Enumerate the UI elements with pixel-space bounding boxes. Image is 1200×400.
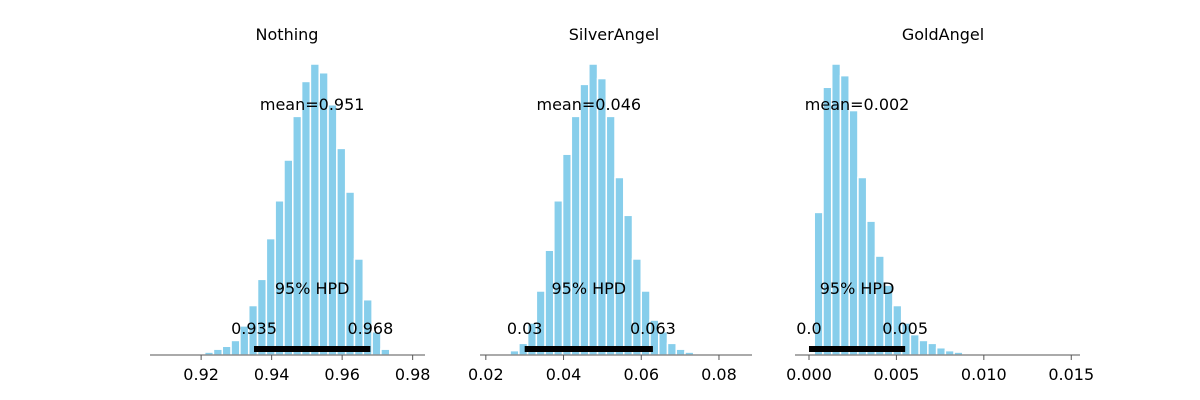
histogram-bar — [822, 86, 833, 356]
histogram-bar — [353, 258, 365, 356]
x-tick-label: 0.96 — [324, 365, 360, 384]
histogram-bar — [283, 159, 294, 356]
x-tick-label: 0.04 — [546, 365, 582, 384]
histogram-bar — [848, 109, 859, 356]
x-tick-label: 0.010 — [961, 365, 1007, 384]
histogram-bar — [509, 349, 520, 356]
hpd-high-value: 0.968 — [347, 319, 393, 338]
x-tick-label: 0.92 — [183, 365, 219, 384]
histogram-bar — [380, 348, 391, 356]
x-tick-label: 0.94 — [254, 365, 290, 384]
x-tick-label: 0.015 — [1048, 365, 1094, 384]
histogram-bar — [605, 115, 616, 356]
hpd-low-value: 0.03 — [507, 319, 543, 338]
histogram-bar — [300, 80, 312, 356]
hpd-low-value: 0.0 — [796, 319, 821, 338]
histogram-bar — [256, 278, 268, 356]
panel-goldangel: GoldAngel 0.000 0.005 0.010 0.015 mean=0.002… — [786, 25, 1094, 384]
histogram-bar — [561, 153, 573, 356]
hpd-high-value: 0.005 — [882, 319, 928, 338]
histogram-bar — [857, 176, 868, 356]
histogram-bar — [327, 103, 338, 356]
histogram-bar — [221, 345, 232, 356]
histogram-bar — [935, 346, 947, 356]
histogram-bar — [839, 74, 850, 356]
hpd-low-value: 0.935 — [231, 319, 277, 338]
mean-annotation: mean=0.002 — [805, 95, 910, 114]
histogram-bar — [212, 348, 224, 356]
histogram-bar — [918, 339, 929, 356]
histogram-bar — [318, 71, 329, 356]
hpd-annotation: 95% HPD — [551, 279, 626, 298]
panel-title: GoldAngel — [902, 25, 984, 44]
mean-annotation: mean=0.951 — [260, 95, 365, 114]
mean-annotation: mean=0.046 — [537, 95, 642, 114]
histogram-bar — [874, 255, 885, 356]
histogram-bar — [614, 176, 625, 356]
panel-title: SilverAngel — [569, 25, 659, 44]
histogram-bar — [230, 339, 241, 356]
histogram-bar — [579, 83, 590, 356]
histogram-bar — [553, 200, 564, 356]
x-tick-label: 0.005 — [874, 365, 920, 384]
panel-title: Nothing — [256, 25, 319, 44]
x-tick-label: 0.02 — [468, 365, 504, 384]
hpd-annotation: 95% HPD — [820, 279, 895, 298]
histogram-bar — [944, 349, 955, 356]
histogram-bar — [666, 342, 677, 356]
histogram-bar — [336, 147, 347, 356]
x-tick-label: 0.06 — [623, 365, 659, 384]
histogram-bar — [544, 249, 555, 356]
x-tick-label: 0.000 — [786, 365, 832, 384]
x-tick-label: 0.08 — [701, 365, 737, 384]
histogram-bar — [675, 348, 686, 356]
histogram-bar — [570, 115, 581, 356]
histogram-bar — [927, 342, 938, 356]
x-tick-label: 0.98 — [395, 365, 431, 384]
histogram-bar — [596, 77, 608, 356]
panel-nothing: Nothing 0.92 0.94 0.96 0.98 mean=0.951 95% HP… — [150, 25, 430, 384]
histogram-bar — [631, 258, 643, 356]
histogram-bar — [292, 115, 303, 356]
hpd-high-value: 0.063 — [630, 319, 676, 338]
panel-silverangel: SilverAngel 0.02 0.04 0.06 0.08 mean=0.046 95… — [468, 25, 752, 384]
hpd-annotation: 95% HPD — [275, 279, 350, 298]
